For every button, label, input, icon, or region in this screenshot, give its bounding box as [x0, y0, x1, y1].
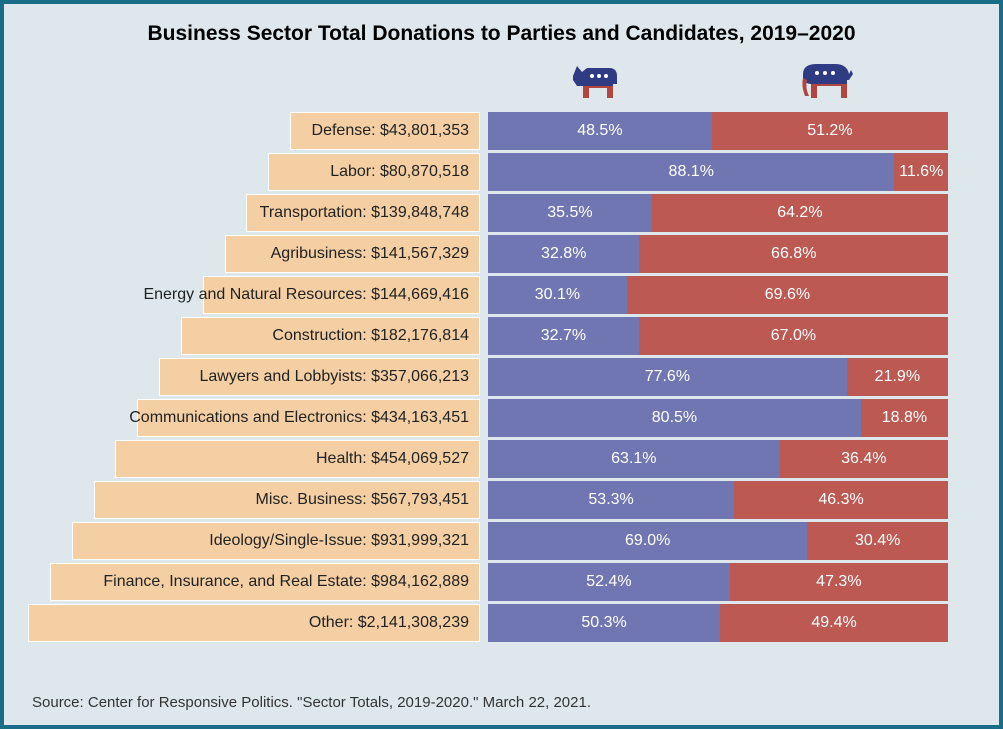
pct-bar: 88.1%11.6% — [488, 153, 948, 191]
sector-label-bar: Defense: $43,801,353 — [290, 112, 480, 150]
republican-segment: 36.4% — [780, 440, 948, 478]
pct-bar: 52.4%47.3% — [488, 563, 948, 601]
label-outer: Labor: $80,870,518 — [28, 153, 480, 191]
sector-label-bar: Other: $2,141,308,239 — [28, 604, 480, 642]
chart-rows: Defense: $43,801,35348.5%51.2%Labor: $80… — [28, 112, 975, 642]
democrat-segment: 52.4% — [488, 563, 730, 601]
chart-row: Energy and Natural Resources: $144,669,4… — [28, 276, 975, 314]
label-outer: Other: $2,141,308,239 — [28, 604, 480, 642]
elephant-icon — [795, 58, 855, 106]
chart-row: Other: $2,141,308,23950.3%49.4% — [28, 604, 975, 642]
sector-label-bar: Ideology/Single-Issue: $931,999,321 — [72, 522, 480, 560]
sector-label-bar: Construction: $182,176,814 — [181, 317, 480, 355]
label-outer: Agribusiness: $141,567,329 — [28, 235, 480, 273]
party-icons-row — [28, 56, 975, 108]
chart-row: Transportation: $139,848,74835.5%64.2% — [28, 194, 975, 232]
republican-segment: 11.6% — [894, 153, 948, 191]
chart-source: Source: Center for Responsive Politics. … — [32, 694, 591, 711]
republican-segment: 47.3% — [730, 563, 948, 601]
pct-bar: 69.0%30.4% — [488, 522, 948, 560]
chart-row: Defense: $43,801,35348.5%51.2% — [28, 112, 975, 150]
democrat-segment: 48.5% — [488, 112, 712, 150]
label-outer: Construction: $182,176,814 — [28, 317, 480, 355]
sector-label-bar: Labor: $80,870,518 — [268, 153, 480, 191]
democrat-segment: 63.1% — [488, 440, 780, 478]
republican-segment: 21.9% — [847, 358, 948, 396]
sector-label-bar: Misc. Business: $567,793,451 — [94, 481, 481, 519]
democrat-segment: 77.6% — [488, 358, 847, 396]
label-outer: Transportation: $139,848,748 — [28, 194, 480, 232]
label-outer: Finance, Insurance, and Real Estate: $98… — [28, 563, 480, 601]
pct-bar: 77.6%21.9% — [488, 358, 948, 396]
democrat-segment: 69.0% — [488, 522, 807, 560]
pct-bar: 48.5%51.2% — [488, 112, 948, 150]
chart-row: Labor: $80,870,51888.1%11.6% — [28, 153, 975, 191]
chart-frame: Business Sector Total Donations to Parti… — [0, 0, 1003, 729]
sector-label-bar: Agribusiness: $141,567,329 — [225, 235, 481, 273]
sector-label-bar: Energy and Natural Resources: $144,669,4… — [203, 276, 480, 314]
democrat-segment: 30.1% — [488, 276, 627, 314]
pct-bar: 30.1%69.6% — [488, 276, 948, 314]
democrat-segment: 32.8% — [488, 235, 639, 273]
republican-segment: 69.6% — [627, 276, 948, 314]
pct-bar: 50.3%49.4% — [488, 604, 948, 642]
chart-row: Communications and Electronics: $434,163… — [28, 399, 975, 437]
democrat-segment: 32.7% — [488, 317, 639, 355]
pct-bar: 53.3%46.3% — [488, 481, 948, 519]
pct-bar: 63.1%36.4% — [488, 440, 948, 478]
pct-bar: 35.5%64.2% — [488, 194, 948, 232]
label-outer: Defense: $43,801,353 — [28, 112, 480, 150]
icons-spacer — [28, 56, 480, 108]
democrat-segment: 35.5% — [488, 194, 652, 232]
republican-segment: 64.2% — [652, 194, 948, 232]
label-outer: Lawyers and Lobbyists: $357,066,213 — [28, 358, 480, 396]
republican-segment: 46.3% — [734, 481, 948, 519]
chart-row: Health: $454,069,52763.1%36.4% — [28, 440, 975, 478]
icons-right — [480, 56, 940, 108]
chart-row: Agribusiness: $141,567,32932.8%66.8% — [28, 235, 975, 273]
pct-bar: 80.5%18.8% — [488, 399, 948, 437]
donkey-icon — [567, 58, 623, 106]
chart-row: Misc. Business: $567,793,45153.3%46.3% — [28, 481, 975, 519]
republican-segment: 51.2% — [712, 112, 948, 150]
republican-segment: 49.4% — [720, 604, 948, 642]
republican-segment: 67.0% — [639, 317, 948, 355]
republican-segment: 18.8% — [861, 399, 948, 437]
sector-label-bar: Health: $454,069,527 — [115, 440, 480, 478]
label-outer: Misc. Business: $567,793,451 — [28, 481, 480, 519]
sector-label-bar: Finance, Insurance, and Real Estate: $98… — [50, 563, 480, 601]
chart-row: Finance, Insurance, and Real Estate: $98… — [28, 563, 975, 601]
pct-bar: 32.7%67.0% — [488, 317, 948, 355]
chart-row: Construction: $182,176,81432.7%67.0% — [28, 317, 975, 355]
democrat-segment: 88.1% — [488, 153, 894, 191]
chart-title: Business Sector Total Donations to Parti… — [28, 22, 975, 46]
sector-label-bar: Transportation: $139,848,748 — [246, 194, 480, 232]
chart-row: Ideology/Single-Issue: $931,999,32169.0%… — [28, 522, 975, 560]
pct-bar: 32.8%66.8% — [488, 235, 948, 273]
democrat-segment: 80.5% — [488, 399, 861, 437]
republican-icon-slot — [710, 58, 940, 106]
sector-label-bar: Communications and Electronics: $434,163… — [137, 399, 480, 437]
label-outer: Health: $454,069,527 — [28, 440, 480, 478]
republican-segment: 66.8% — [639, 235, 948, 273]
democrat-segment: 53.3% — [488, 481, 734, 519]
democrat-icon-slot — [480, 58, 710, 106]
republican-segment: 30.4% — [807, 522, 948, 560]
label-outer: Communications and Electronics: $434,163… — [28, 399, 480, 437]
sector-label-bar: Lawyers and Lobbyists: $357,066,213 — [159, 358, 480, 396]
label-outer: Energy and Natural Resources: $144,669,4… — [28, 276, 480, 314]
democrat-segment: 50.3% — [488, 604, 720, 642]
label-outer: Ideology/Single-Issue: $931,999,321 — [28, 522, 480, 560]
chart-row: Lawyers and Lobbyists: $357,066,21377.6%… — [28, 358, 975, 396]
